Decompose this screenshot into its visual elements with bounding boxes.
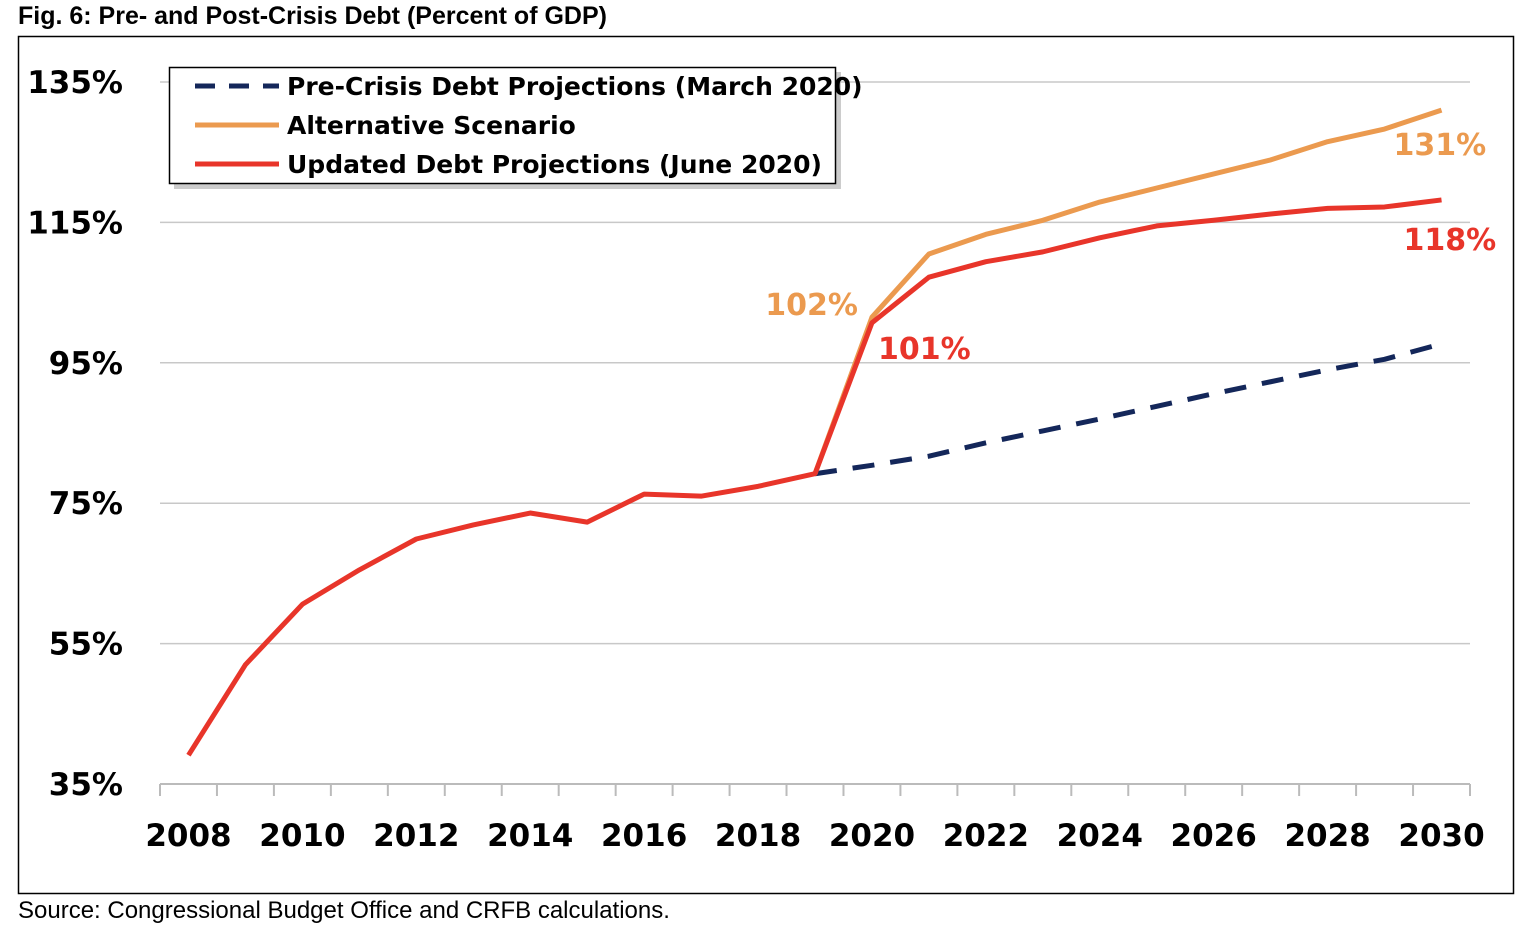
- x-tick-label: 2026: [1171, 818, 1257, 854]
- y-tick-label: 55%: [49, 627, 123, 663]
- y-tick-label: 135%: [27, 65, 123, 101]
- data-label: 102%: [765, 288, 858, 323]
- series-line-0: [814, 341, 1443, 477]
- legend-label: Updated Debt Projections (June 2020): [287, 150, 822, 179]
- data-label: 101%: [878, 332, 971, 367]
- chart-title: Fig. 6: Pre- and Post-Crisis Debt (Perce…: [18, 2, 607, 30]
- x-tick-label: 2014: [487, 818, 573, 854]
- x-tick-label: 2020: [829, 818, 915, 854]
- data-label: 118%: [1404, 223, 1497, 258]
- x-tick-label: 2024: [1057, 818, 1143, 854]
- source-note: Source: Congressional Budget Office and …: [18, 897, 670, 924]
- y-tick-label: 115%: [27, 205, 123, 241]
- series-line-2: [186, 197, 1442, 757]
- y-tick-label: 95%: [49, 346, 123, 382]
- x-tick-label: 2030: [1398, 818, 1484, 854]
- data-label: 131%: [1394, 128, 1487, 163]
- chart-frame: [17, 35, 1515, 895]
- x-tick-label: 2012: [373, 818, 459, 854]
- x-tick-label: 2022: [943, 818, 1029, 854]
- x-tick-label: 2010: [259, 818, 345, 854]
- legend-label: Pre-Crisis Debt Projections (March 2020): [287, 72, 863, 101]
- legend: Pre-Crisis Debt Projections (March 2020)…: [168, 66, 863, 189]
- series-line-1: [812, 107, 1443, 475]
- legend-label: Alternative Scenario: [287, 111, 576, 140]
- legend-box: [168, 66, 837, 185]
- x-tick-label: 2018: [715, 818, 801, 854]
- x-tick-label: 2028: [1284, 818, 1370, 854]
- y-tick-label: 75%: [49, 486, 123, 522]
- y-tick-label: 35%: [49, 767, 123, 803]
- x-tick-label: 2016: [601, 818, 687, 854]
- x-tick-label: 2008: [145, 818, 231, 854]
